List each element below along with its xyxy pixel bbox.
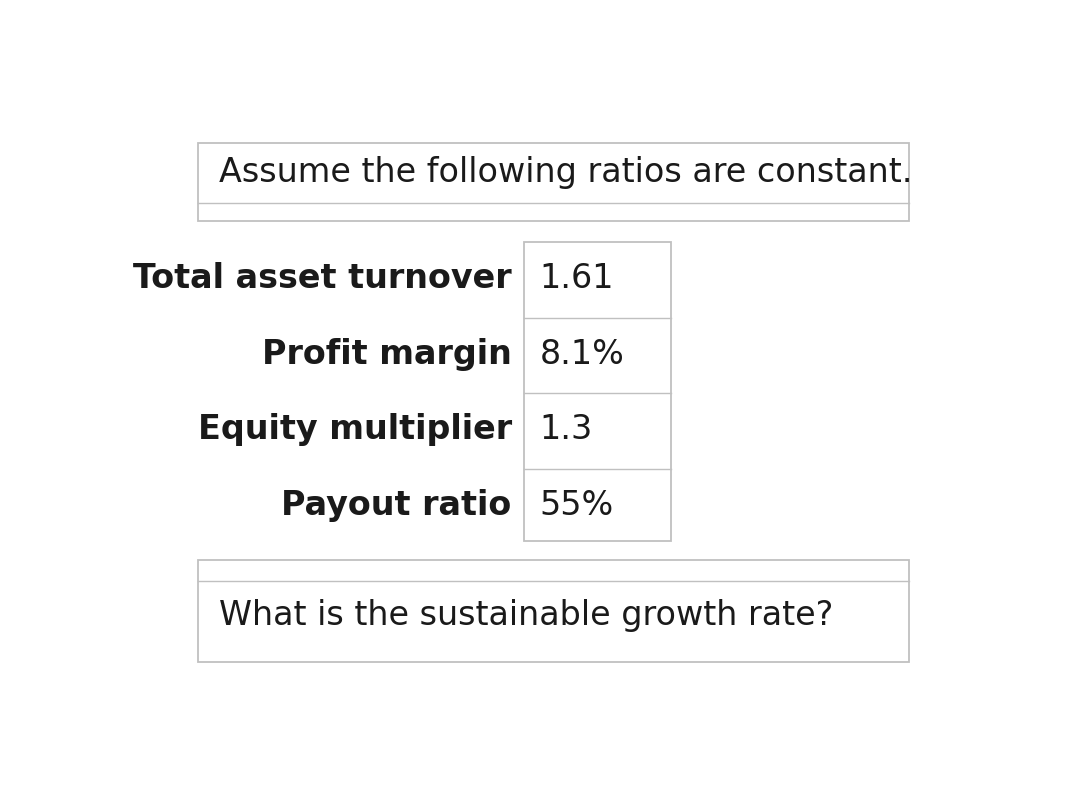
Text: 1.3: 1.3 xyxy=(539,413,593,446)
FancyBboxPatch shape xyxy=(524,243,671,542)
Text: What is the sustainable growth rate?: What is the sustainable growth rate? xyxy=(218,599,833,632)
FancyBboxPatch shape xyxy=(198,143,909,221)
Text: 55%: 55% xyxy=(539,489,613,522)
FancyBboxPatch shape xyxy=(198,560,909,663)
Text: 1.61: 1.61 xyxy=(539,262,613,295)
Text: Assume the following ratios are constant.: Assume the following ratios are constant… xyxy=(218,156,913,189)
Text: Payout ratio: Payout ratio xyxy=(282,489,512,522)
Text: Total asset turnover: Total asset turnover xyxy=(133,262,512,295)
Text: Profit margin: Profit margin xyxy=(261,338,512,371)
Text: Equity multiplier: Equity multiplier xyxy=(198,413,512,446)
Text: 8.1%: 8.1% xyxy=(539,338,624,371)
